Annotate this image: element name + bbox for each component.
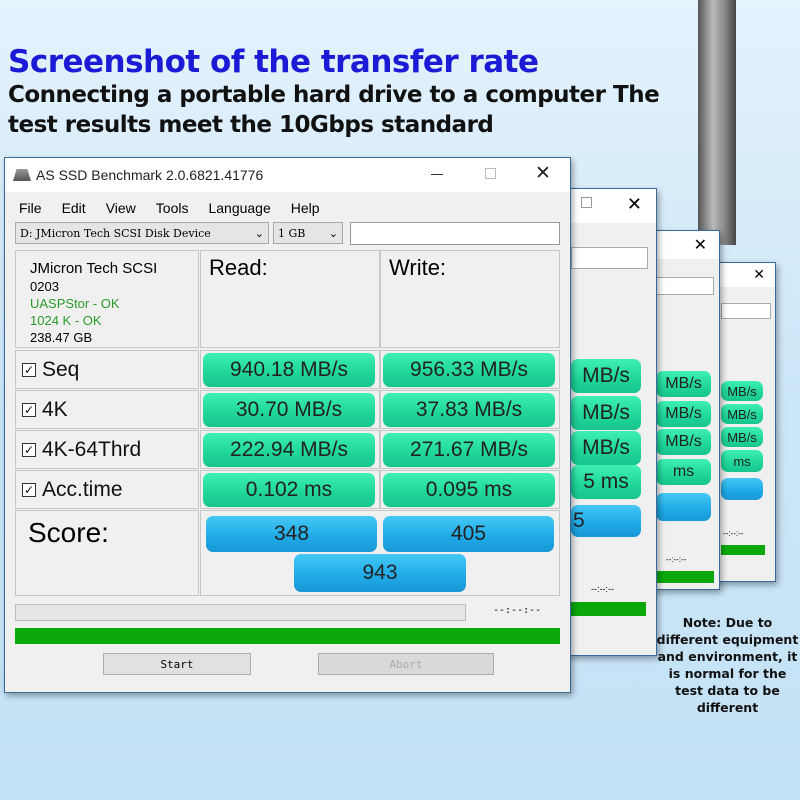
test-row-label[interactable]: ✓ Acc.time [15, 470, 199, 509]
total-progress [15, 628, 560, 644]
read-result: 940.18 MB/s [203, 353, 375, 387]
menu-bar: File Edit View Tools Language Help [19, 200, 340, 216]
read-result: 0.102 ms [203, 473, 375, 507]
menu-edit[interactable]: Edit [61, 200, 86, 216]
test-row-label[interactable]: ✓ 4K-64Thrd [15, 430, 199, 469]
close-icon: ✕ [693, 237, 707, 254]
title-bar: AS SSD Benchmark 2.0.6821.41776 ✕ [5, 158, 570, 192]
close-icon: ✕ [753, 266, 765, 282]
read-header: Read: [200, 250, 380, 348]
close-button[interactable]: ✕ [535, 163, 551, 184]
close-icon: ✕ [626, 194, 642, 214]
background-window-1: ✕ MB/s MB/s MB/s 5 ms 5 --:--:-- [545, 188, 657, 656]
score-write: 405 [383, 516, 554, 552]
background-pole [698, 0, 736, 245]
size-select[interactable]: 1 GB ⌄ [273, 222, 343, 244]
read-result: 222.94 MB/s [203, 433, 375, 467]
minimize-button[interactable] [431, 174, 443, 175]
chevron-down-icon: ⌄ [254, 226, 264, 240]
checkbox-icon[interactable]: ✓ [22, 442, 36, 457]
progress-bar [15, 604, 466, 621]
checkbox-icon[interactable]: ✓ [22, 402, 36, 417]
menu-help[interactable]: Help [290, 200, 320, 216]
write-result: 0.095 ms [383, 473, 555, 507]
score-read: 348 [206, 516, 377, 552]
write-result: 271.67 MB/s [383, 433, 555, 467]
window-title: AS SSD Benchmark 2.0.6821.41776 [36, 167, 264, 183]
subline-2: test results meet the 10Gbps standard [8, 112, 494, 138]
status-field[interactable] [350, 222, 560, 245]
score-total: 943 [294, 554, 466, 592]
write-result: 956.33 MB/s [383, 353, 555, 387]
subline-1: Connecting a portable hard drive to a co… [8, 82, 660, 108]
drive-info: JMicron Tech SCSI 0203 UASPStor - OK 102… [15, 250, 199, 348]
checkbox-icon[interactable]: ✓ [22, 362, 36, 377]
as-ssd-window: AS SSD Benchmark 2.0.6821.41776 ✕ File E… [4, 157, 571, 693]
write-header: Write: [380, 250, 560, 348]
elapsed-time: --:--:-- [493, 605, 542, 616]
read-result: 30.70 MB/s [203, 393, 375, 427]
maximize-button[interactable] [485, 168, 496, 179]
write-result: 37.83 MB/s [383, 393, 555, 427]
score-label: Score: [15, 510, 199, 596]
checkbox-icon[interactable]: ✓ [22, 482, 36, 497]
drive-select[interactable]: D: JMicron Tech SCSI Disk Device ⌄ [15, 222, 269, 244]
menu-language[interactable]: Language [208, 200, 271, 216]
menu-view[interactable]: View [105, 200, 136, 216]
chevron-down-icon: ⌄ [328, 226, 338, 240]
start-button[interactable]: Start [103, 653, 251, 675]
test-row-label[interactable]: ✓ 4K [15, 390, 199, 429]
menu-file[interactable]: File [19, 200, 42, 216]
menu-tools[interactable]: Tools [155, 200, 189, 216]
drive-icon [13, 169, 31, 181]
note-text: Note: Due to different equipment and env… [656, 615, 799, 715]
abort-button[interactable]: Abort [318, 653, 494, 675]
headline: Screenshot of the transfer rate [8, 44, 539, 80]
test-row-label[interactable]: ✓ Seq [15, 350, 199, 389]
